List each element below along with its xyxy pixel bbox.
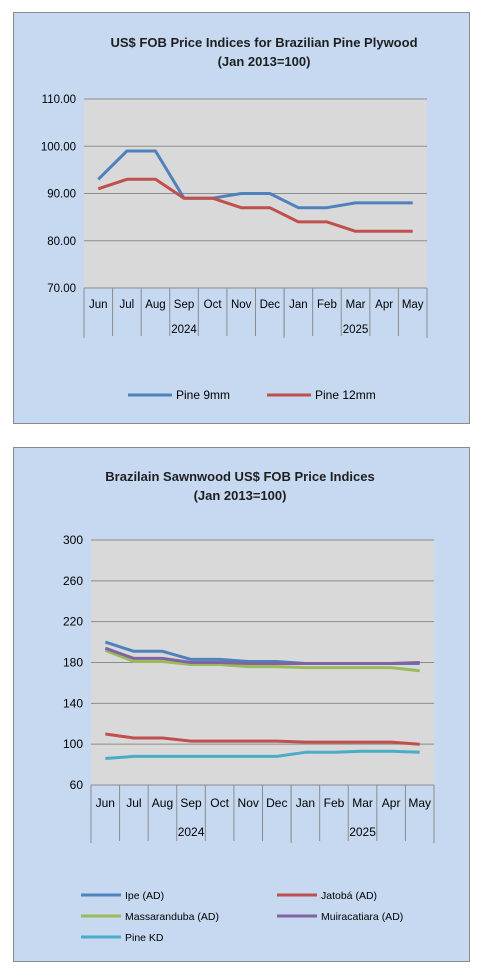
series-line-massaranduba-ad — [104, 648, 420, 673]
plywood-chart: US$ FOB Price Indices for Brazilian Pine… — [41, 35, 428, 402]
legend-label-ipe-ad: Ipe (AD) — [125, 890, 164, 902]
y-tick-label: 100.00 — [41, 141, 76, 153]
legend-label-muiracatiara-ad: Muiracatiara (AD) — [321, 911, 403, 923]
series-line-pine-12mm — [97, 177, 413, 233]
x-tick-label: Jul — [126, 796, 141, 810]
y-tick-label: 260 — [63, 574, 83, 588]
y-tick-label: 80.00 — [47, 236, 76, 248]
x-tick-label: May — [408, 796, 431, 810]
chart-title-line-1: (Jan 2013=100) — [218, 54, 311, 69]
series-line-pine-kd — [105, 749, 420, 760]
x-tick-label: Dec — [266, 796, 287, 810]
x-tick-label: Jun — [89, 299, 108, 311]
legend-label-pine-9mm: Pine 9mm — [176, 388, 230, 402]
x-tick-label: Dec — [260, 299, 281, 311]
x-tick-label: Jan — [296, 796, 315, 810]
legend-label-jatob-ad: Jatobá (AD) — [321, 890, 377, 902]
x-tick-label: Jan — [289, 299, 308, 311]
x-tick-label: Jun — [96, 796, 115, 810]
x-tick-label: Aug — [145, 299, 165, 311]
x-tick-label: Oct — [204, 299, 223, 311]
x-tick-label: Aug — [152, 796, 173, 810]
x-tick-label: Mar — [346, 299, 366, 311]
y-tick-label: 100 — [63, 737, 83, 751]
group-label: 2025 — [343, 324, 369, 336]
y-tick-label: 60 — [70, 778, 84, 792]
chart-title-line-0: US$ FOB Price Indices for Brazilian Pine… — [110, 35, 417, 50]
x-tick-label: Apr — [382, 796, 401, 810]
series-line-jatob-ad — [105, 732, 420, 746]
x-tick-label: Sep — [180, 796, 202, 810]
x-tick-label: Nov — [231, 299, 252, 311]
y-tick-label: 140 — [63, 696, 83, 710]
legend-label-pine-kd: Pine KD — [125, 932, 164, 944]
x-tick-label: Feb — [317, 299, 337, 311]
x-tick-label: Nov — [238, 796, 259, 810]
legend-label-massaranduba-ad: Massaranduba (AD) — [125, 911, 219, 923]
x-tick-label: Mar — [352, 796, 373, 810]
x-tick-label: Sep — [174, 299, 194, 311]
legend-label-pine-12mm: Pine 12mm — [315, 388, 376, 402]
y-tick-label: 180 — [63, 656, 83, 670]
y-tick-label: 70.00 — [47, 283, 76, 295]
chart-title-line-1: (Jan 2013=100) — [194, 488, 287, 503]
group-label: 2024 — [171, 324, 197, 336]
chart-title-line-0: Brazilain Sawnwood US$ FOB Price Indices — [105, 469, 374, 484]
plywood-chart-panel: US$ FOB Price Indices for Brazilian Pine… — [13, 12, 470, 424]
x-tick-label: Apr — [375, 299, 393, 311]
y-tick-label: 90.00 — [47, 189, 76, 201]
y-tick-label: 300 — [63, 533, 83, 547]
series-line-muiracatiara-ad — [104, 646, 420, 665]
x-tick-label: Feb — [324, 796, 345, 810]
x-tick-label: Jul — [120, 299, 135, 311]
group-label: 2025 — [349, 825, 376, 839]
y-tick-label: 110.00 — [42, 94, 76, 106]
sawnwood-chart: Brazilain Sawnwood US$ FOB Price Indices… — [63, 469, 435, 944]
sawnwood-chart-panel: Brazilain Sawnwood US$ FOB Price Indices… — [13, 447, 470, 962]
x-tick-label: Oct — [210, 796, 229, 810]
y-tick-label: 220 — [63, 615, 83, 629]
group-label: 2024 — [178, 825, 205, 839]
x-tick-label: May — [402, 299, 424, 311]
series-line-pine-9mm — [97, 149, 413, 210]
